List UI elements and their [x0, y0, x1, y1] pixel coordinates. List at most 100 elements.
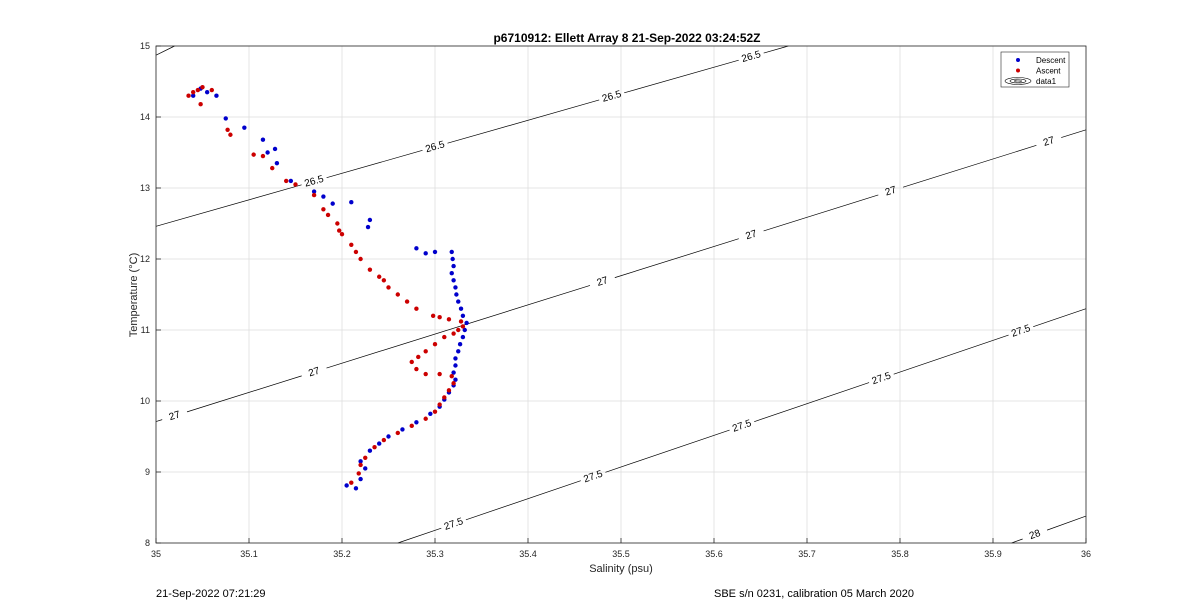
descent-point: [242, 125, 247, 130]
contour-line: [186, 375, 302, 413]
descent-point: [453, 363, 458, 368]
ascent-point: [423, 416, 428, 421]
ascent-point: [349, 480, 354, 485]
grid-lines: [155, 45, 1087, 544]
ascent-point: [430, 313, 436, 318]
x-tick-label: 35.8: [891, 549, 909, 559]
contour-label: 27: [1042, 135, 1056, 149]
ascent-point: [339, 231, 345, 237]
x-tick-label: 35.3: [426, 549, 444, 559]
ascent-point: [311, 192, 317, 198]
contour-line: [155, 45, 175, 56]
axis-ticks: 35 35.1 35.2 35.3 35.4 35.5 35.6 35.7 35.8 35.9 36…: [140, 41, 1091, 559]
contour-line: [155, 184, 302, 227]
ascent-point: [337, 228, 342, 233]
ascent-point: [386, 285, 391, 290]
ascent-point: [349, 242, 354, 247]
ascent-point: [442, 395, 447, 400]
contour-line: [893, 334, 1009, 375]
contour-line: [1011, 538, 1023, 544]
descent-point: [460, 313, 466, 318]
legend-label: Ascent: [1036, 67, 1061, 76]
contour-line: [465, 480, 581, 521]
descent-point: [274, 160, 280, 166]
x-tick-label: 35.5: [612, 549, 630, 559]
legend-label: Descent: [1036, 56, 1066, 65]
ascent-point: [335, 221, 340, 226]
contour-label: 28: [1028, 528, 1043, 542]
descent-point: [423, 251, 428, 256]
x-tick-label: 35: [151, 549, 161, 559]
descent-point: [358, 459, 363, 464]
descent-point: [204, 89, 210, 95]
ascent-point: [372, 444, 377, 450]
contour-line: [1061, 129, 1087, 138]
contour-line: [326, 150, 423, 179]
y-axis-label: Temperature (°C): [128, 253, 140, 337]
descent-point: [464, 320, 469, 326]
ascent-point: [363, 455, 368, 460]
footer-calibration: SBE s/n 0231, calibration 05 March 2020: [714, 588, 914, 600]
descent-point: [365, 224, 371, 230]
ascent-point: [186, 93, 191, 98]
footer-timestamp: 21-Sep-2022 07:21:29: [156, 588, 266, 600]
ascent-point: [381, 278, 387, 283]
contour-line: [763, 45, 789, 54]
ascent-point: [437, 315, 442, 320]
contour-label: 27: [884, 184, 898, 198]
ascent-point: [423, 371, 428, 377]
ascent-point: [353, 249, 359, 255]
ascent-point: [358, 256, 363, 262]
ascent-point: [451, 331, 456, 336]
ascent-point: [414, 366, 419, 372]
ascent-point: [198, 102, 203, 107]
y-tick-label: 11: [141, 325, 150, 335]
contour-label: 27.5: [582, 468, 604, 485]
y-tick-label: 9: [145, 467, 150, 477]
descent-point: [432, 249, 438, 255]
y-tick-label: 15: [140, 41, 150, 51]
ascent-point: [356, 471, 361, 476]
contour-label: 26.5: [303, 174, 325, 190]
contour-label: 27: [307, 365, 321, 379]
descent-point: [367, 448, 373, 453]
x-tick-label: 36: [1081, 549, 1091, 559]
legend-box: [1000, 51, 1070, 88]
descent-point: [377, 441, 382, 446]
ascent-point: [446, 388, 452, 393]
ascent-point: [195, 87, 201, 93]
descent-point: [386, 434, 391, 439]
contour-label: 26.5: [740, 49, 762, 65]
descent-point: [457, 342, 463, 347]
ascent-point: [432, 409, 438, 414]
legend-contour-icon: [1009, 78, 1027, 84]
ascent-point: [260, 153, 266, 159]
contour-line: [902, 145, 1037, 188]
descent-point: [453, 285, 458, 290]
y-tick-label: 10: [140, 396, 150, 406]
ascent-point: [284, 178, 289, 184]
ascent-point: [404, 299, 410, 304]
contour-line: [624, 59, 739, 94]
legend-contour-icon: [1014, 79, 1022, 83]
ascent-point: [451, 381, 456, 386]
ascent-point: [377, 274, 382, 279]
ascent-point: [367, 267, 373, 272]
descent-point: [191, 93, 196, 98]
contour-label: 27.5: [731, 418, 753, 435]
x-tick-label: 35.6: [705, 549, 723, 559]
ascent-point: [325, 212, 331, 218]
ascent-point: [414, 306, 419, 311]
ascent-point: [270, 165, 275, 171]
ascent-point: [442, 334, 447, 340]
ascent-point: [200, 84, 205, 90]
descent-point: [363, 466, 368, 471]
ascent-point: [458, 319, 464, 324]
descent-point: [456, 299, 461, 304]
descent-point: [400, 427, 405, 432]
y-tick-label: 12: [140, 254, 150, 264]
x-tick-label: 35.4: [519, 549, 537, 559]
ascent-point: [225, 127, 230, 132]
contour-line: [763, 194, 879, 232]
